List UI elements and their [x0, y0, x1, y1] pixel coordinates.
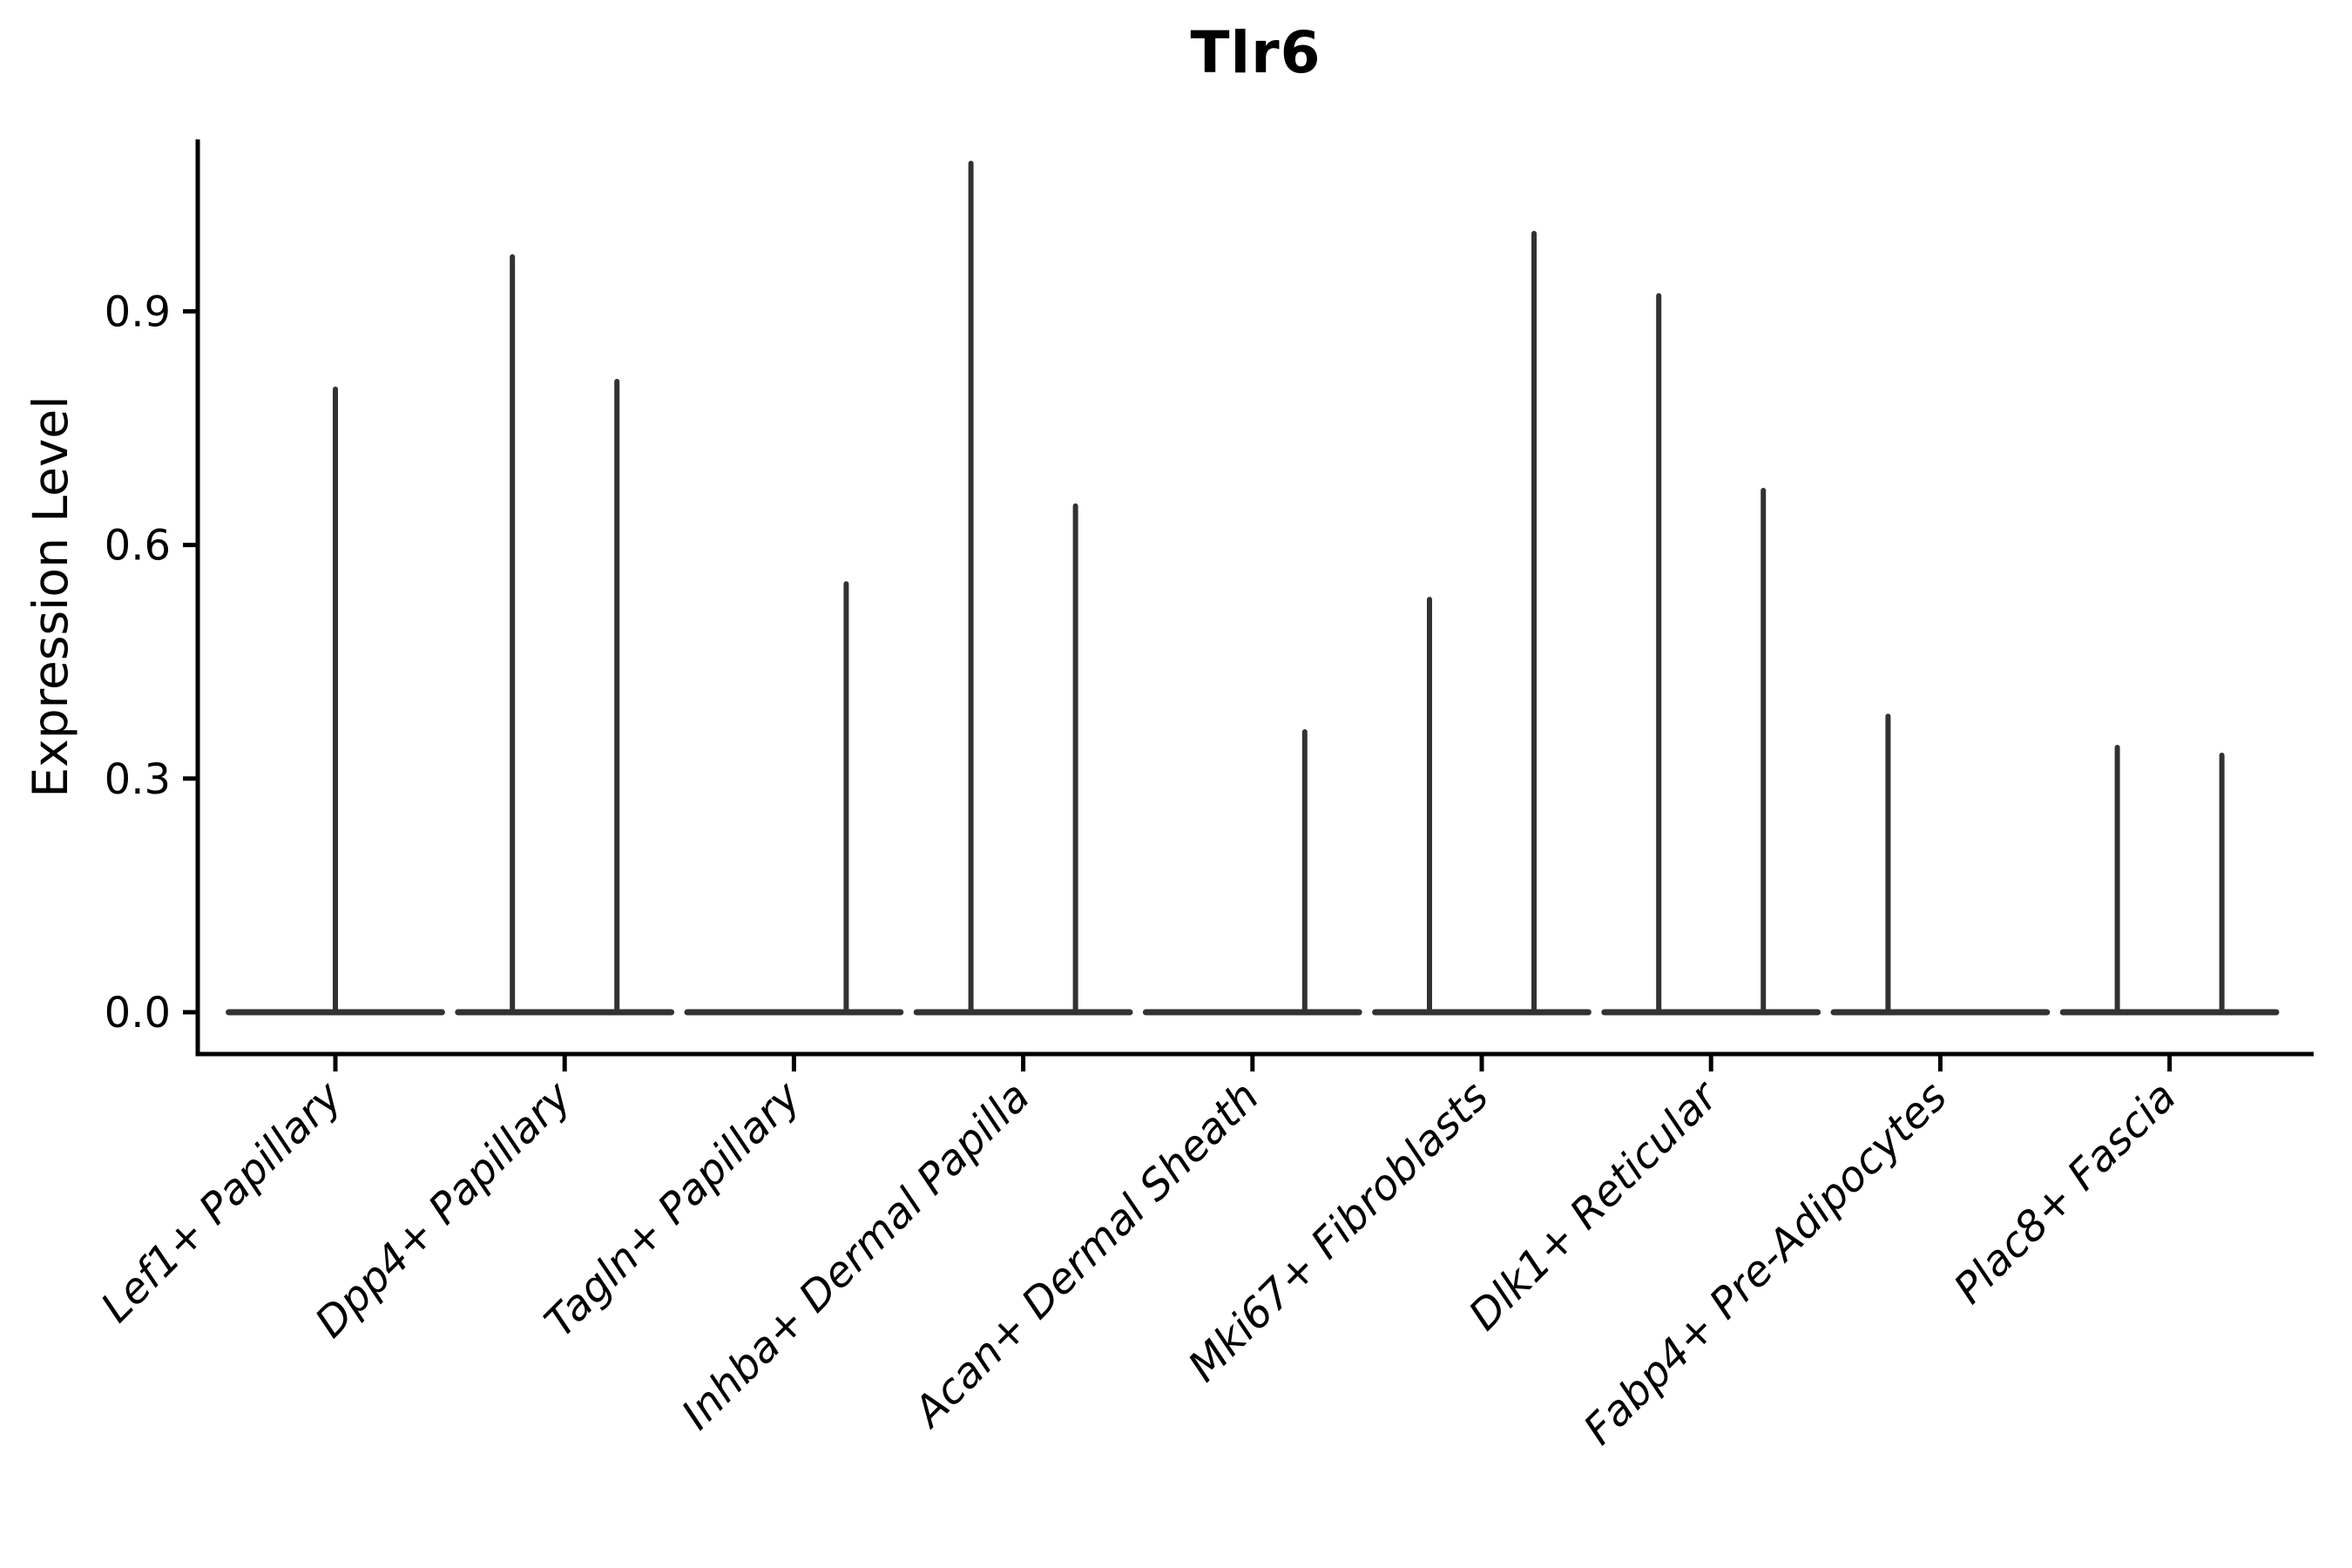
x-category-label: Lef1+ Papillary: [91, 1071, 352, 1332]
x-category-label: Fabp4+ Pre-Adipocytes: [1574, 1072, 1957, 1455]
y-tick-label: 0.3: [105, 755, 171, 804]
x-category-label: Plac8+ Fascia: [1944, 1072, 2186, 1314]
y-tick-label: 0.6: [105, 522, 171, 571]
axis-spines: [195, 139, 2314, 1057]
x-category-label: Dlk1+ Reticular: [1459, 1071, 1729, 1341]
x-category-label: Tagln+ Papillary: [536, 1071, 811, 1347]
y-tick-label: 0.0: [105, 989, 171, 1037]
x-category-label: Dpp4+ Papillary: [306, 1071, 581, 1347]
y-tick-label: 0.9: [105, 287, 171, 336]
chart-title: Tlr6: [1190, 19, 1321, 86]
